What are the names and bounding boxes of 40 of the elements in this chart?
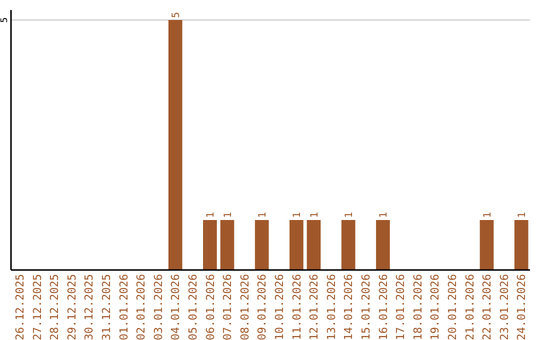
data-label: 1 xyxy=(378,212,390,218)
x-tick-label: 05.01.2026 xyxy=(186,274,200,340)
data-label: 1 xyxy=(482,212,494,218)
x-tick-label: 30.12.2025 xyxy=(82,274,96,340)
x-tick-label: 20.01.2026 xyxy=(446,274,459,340)
x-tick-label: 21.01.2026 xyxy=(463,274,476,340)
x-tick-label: 28.12.2025 xyxy=(48,274,62,340)
x-tick-label: 11.01.2026 xyxy=(290,274,304,340)
x-tick-label: 22.01.2026 xyxy=(480,274,494,340)
x-tick-label: 17.01.2026 xyxy=(394,274,408,340)
data-label: 5 xyxy=(170,12,182,18)
x-tick-label: 23.01.2026 xyxy=(498,274,511,340)
data-label: 1 xyxy=(344,212,355,218)
x-tick-label: 09.01.2026 xyxy=(256,274,269,340)
x-tick-label: 03.01.2026 xyxy=(152,274,165,340)
x-tick-label: 07.01.2026 xyxy=(221,274,234,340)
x-tick-label: 13.01.2026 xyxy=(324,274,338,340)
x-tick-label: 08.01.2026 xyxy=(238,274,252,340)
data-label: 1 xyxy=(205,212,216,218)
x-tick-label: 06.01.2026 xyxy=(204,274,217,340)
x-tick-label: 24.01.2026 xyxy=(515,274,528,340)
x-tick-label: 16.01.2026 xyxy=(376,274,390,340)
data-label: 1 xyxy=(516,212,528,218)
data-label: 1 xyxy=(309,212,320,218)
x-tick-label: 31.12.2025 xyxy=(100,274,113,340)
x-tick-label: 26.12.2025 xyxy=(14,274,26,340)
x-tick-label: 04.01.2026 xyxy=(169,274,182,340)
x-tick-label: 19.01.2026 xyxy=(428,274,442,340)
x-tick-label: 14.01.2026 xyxy=(342,274,356,340)
data-label: 1 xyxy=(222,212,234,218)
data-label: 1 xyxy=(292,212,303,218)
x-tick-label: 12.01.2026 xyxy=(308,274,321,340)
x-tick-label: 15.01.2026 xyxy=(360,274,372,340)
x-tick-label: 01.01.2026 xyxy=(117,274,130,340)
x-tick-label: 02.01.2026 xyxy=(134,274,148,340)
x-tick-label: 27.12.2025 xyxy=(30,274,44,340)
data-label: 1 xyxy=(257,212,268,218)
x-tick-label: 29.12.2025 xyxy=(65,274,78,340)
x-tick-label: 10.01.2026 xyxy=(273,274,286,340)
x-tick-label: 18.01.2026 xyxy=(411,274,424,340)
